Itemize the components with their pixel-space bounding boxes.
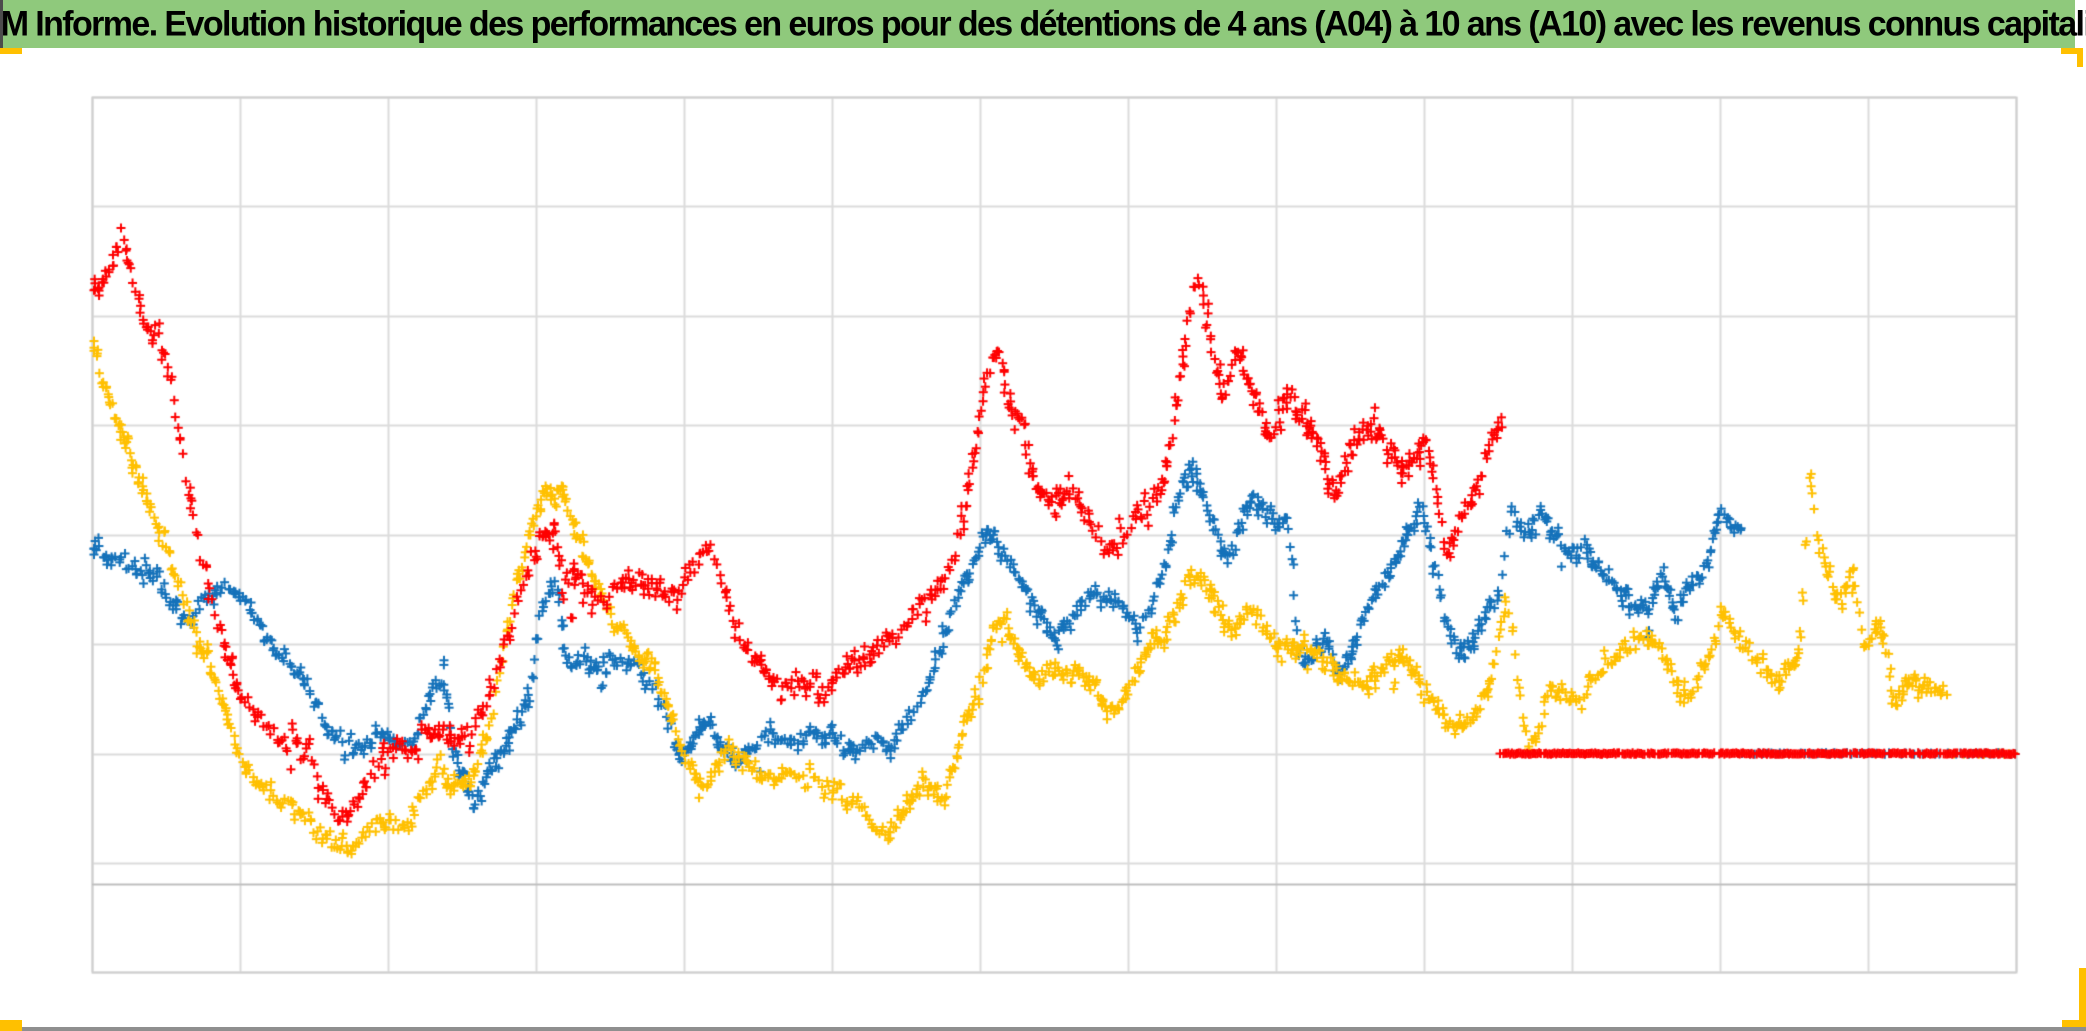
title-bar: ADAM Informe. Evolution historique des p…	[0, 0, 2086, 48]
window-bottom-edge	[0, 1027, 2086, 1031]
selection-corner-top-right-icon	[2061, 48, 2083, 54]
selection-corner-top-right-icon	[2077, 48, 2083, 67]
selection-corner-top-left-icon	[0, 48, 22, 54]
selection-corner-bottom-right-icon	[2079, 968, 2086, 1024]
page-title: ADAM Informe. Evolution historique des p…	[0, 3, 2086, 44]
selection-corner-bottom-left-icon	[0, 1020, 22, 1031]
window-edge-left	[0, 0, 3, 48]
selection-corner-bottom-right-icon	[2062, 1020, 2086, 1027]
